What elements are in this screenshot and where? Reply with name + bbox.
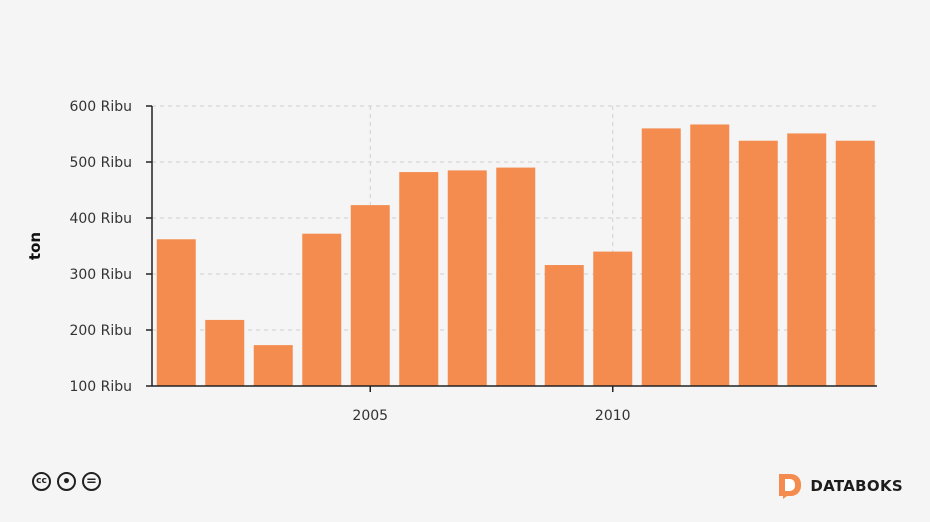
y-tick-label: 500 Ribu bbox=[69, 155, 132, 171]
bar-2009 bbox=[544, 265, 584, 386]
bar-2012 bbox=[690, 124, 730, 386]
bar-2015 bbox=[835, 140, 875, 386]
bar-2001 bbox=[156, 239, 196, 386]
cc-icon: cc bbox=[32, 472, 51, 491]
bar-2004 bbox=[302, 233, 342, 386]
y-tick-label: 200 Ribu bbox=[69, 323, 132, 339]
brand-name: DATABOKS bbox=[810, 477, 903, 495]
y-tick-label: 400 Ribu bbox=[69, 211, 132, 227]
x-tick-labels: 2005 2010 bbox=[352, 408, 630, 424]
y-tick-label: 300 Ribu bbox=[69, 267, 132, 283]
databoks-logo-icon bbox=[779, 474, 802, 499]
bar-2008 bbox=[496, 167, 536, 386]
brand-logo: DATABOKS bbox=[777, 472, 903, 500]
bars bbox=[156, 124, 875, 386]
bar-2005 bbox=[350, 205, 390, 386]
y-tick-label: 600 Ribu bbox=[69, 99, 132, 115]
license-icons: cc • = bbox=[32, 472, 101, 491]
bar-2014 bbox=[787, 133, 827, 386]
bar-2003 bbox=[253, 345, 293, 386]
x-tick-label: 2010 bbox=[595, 408, 631, 424]
bar-2002 bbox=[205, 319, 245, 386]
by-icon: • bbox=[57, 472, 76, 491]
y-tick-labels: 100 Ribu 200 Ribu 300 Ribu 400 Ribu 500 Ribu… bbox=[69, 99, 132, 395]
bar-2011 bbox=[641, 128, 681, 386]
nd-icon: = bbox=[82, 472, 101, 491]
y-axis-title: ton bbox=[26, 232, 44, 260]
x-tick-label: 2005 bbox=[352, 408, 388, 424]
bar-2013 bbox=[738, 140, 778, 386]
bar-2010 bbox=[593, 251, 633, 386]
bar-2006 bbox=[399, 172, 439, 386]
axes bbox=[151, 106, 877, 387]
y-tick-label: 100 Ribu bbox=[69, 379, 132, 395]
bar-2007 bbox=[447, 170, 487, 386]
